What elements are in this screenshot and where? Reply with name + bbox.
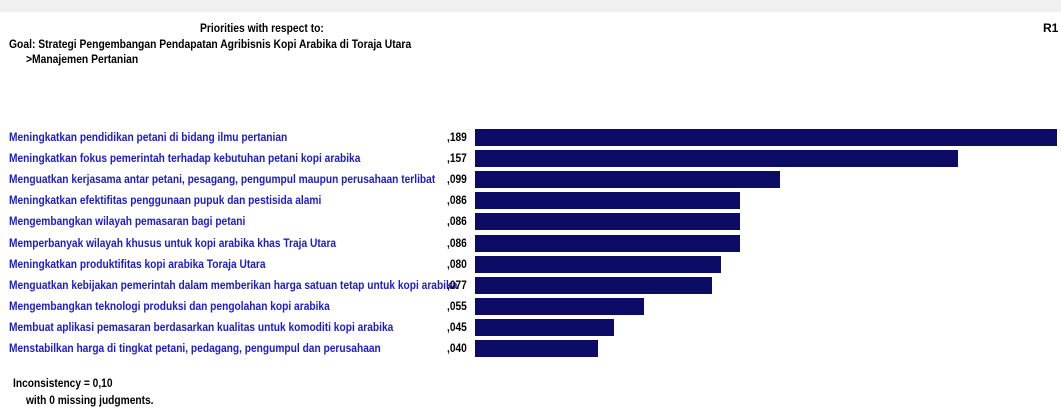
category-label[interactable]: Meningkatkan fokus pemerintah terhadap k… <box>9 151 361 166</box>
top-band <box>0 0 1061 12</box>
chart-row: Menguatkan kebijakan pemerintah dalam me… <box>0 275 1061 296</box>
chart-row: Meningkatkan fokus pemerintah terhadap k… <box>0 148 1061 169</box>
value-label: ,040 <box>447 341 467 355</box>
category-label[interactable]: Mengembangkan wilayah pemasaran bagi pet… <box>9 214 246 229</box>
chart-row: Mengembangkan teknologi produksi dan pen… <box>0 296 1061 317</box>
category-label[interactable]: Mengembangkan teknologi produksi dan pen… <box>9 298 330 313</box>
priority-bar <box>475 171 780 189</box>
priority-bar <box>475 234 740 252</box>
inconsistency-text: Inconsistency = 0,10 <box>13 376 113 390</box>
category-label[interactable]: Menguatkan kebijakan pemerintah dalam me… <box>9 277 458 292</box>
missing-judgments-text: with 0 missing judgments. <box>26 393 154 407</box>
priority-bar <box>475 340 598 357</box>
chart-row: Mengembangkan wilayah pemasaran bagi pet… <box>0 211 1061 232</box>
chart-row: Meningkatkan efektifitas penggunaan pupu… <box>0 190 1061 211</box>
priorities-label: Priorities with respect to: <box>200 21 324 35</box>
category-label[interactable]: Meningkatkan produktifitas kopi arabika … <box>9 256 266 271</box>
value-label: ,099 <box>447 172 467 187</box>
value-label: ,086 <box>447 193 467 208</box>
category-label[interactable]: Meningkatkan pendidikan petani di bidang… <box>9 130 288 144</box>
column-label: R1 <box>1043 21 1059 35</box>
priority-bar <box>475 150 958 168</box>
priority-bar <box>475 192 740 210</box>
category-label[interactable]: Meningkatkan efektifitas penggunaan pupu… <box>9 193 322 208</box>
value-label: ,055 <box>447 298 467 313</box>
priority-bar <box>475 318 614 336</box>
value-label: ,080 <box>447 256 467 271</box>
chart-row: Meningkatkan pendidikan petani di bidang… <box>0 127 1061 148</box>
chart-row: Menguatkan kerjasama antar petani, pesag… <box>0 169 1061 190</box>
value-label: ,086 <box>447 214 467 229</box>
value-label: ,045 <box>447 319 467 334</box>
priority-bar <box>475 129 1057 146</box>
priority-bar <box>475 213 740 231</box>
value-label: ,189 <box>447 130 467 144</box>
goal-title: Goal: Strategi Pengembangan Pendapatan A… <box>9 37 412 51</box>
chart-row: Menstabilkan harga di tingkat petani, pe… <box>0 338 1061 359</box>
chart-row: Meningkatkan produktifitas kopi arabika … <box>0 254 1061 275</box>
category-label[interactable]: Menstabilkan harga di tingkat petani, pe… <box>9 341 381 355</box>
priority-bar <box>475 297 644 315</box>
category-label[interactable]: Memperbanyak wilayah khusus untuk kopi a… <box>9 235 337 250</box>
chart-row: Memperbanyak wilayah khusus untuk kopi a… <box>0 233 1061 254</box>
value-label: ,077 <box>447 277 467 292</box>
value-label: ,157 <box>447 151 467 166</box>
priority-bar <box>475 255 721 273</box>
value-label: ,086 <box>447 235 467 250</box>
chart-row: Membuat aplikasi pemasaran berdasarkan k… <box>0 317 1061 338</box>
priority-bar <box>475 276 712 294</box>
category-label[interactable]: Menguatkan kerjasama antar petani, pesag… <box>9 172 436 187</box>
sub-node-title: >Manajemen Pertanian <box>26 52 139 66</box>
category-label[interactable]: Membuat aplikasi pemasaran berdasarkan k… <box>9 319 394 334</box>
